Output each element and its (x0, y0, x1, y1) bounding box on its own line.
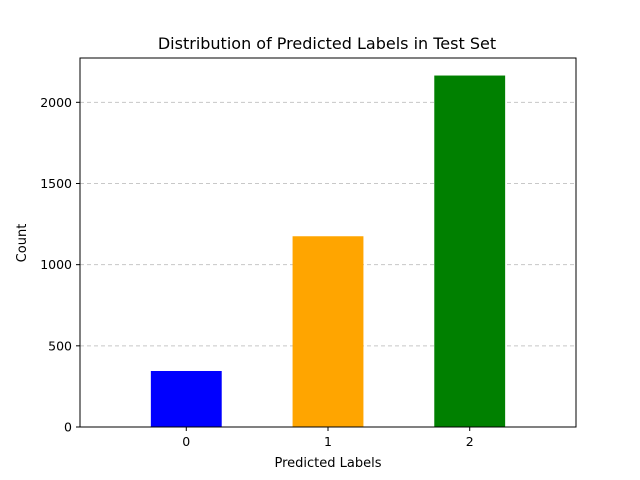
y-tick-label-1500: 1500 (40, 176, 72, 191)
bars (150, 75, 506, 427)
x-tick-label-0: 0 (182, 434, 190, 449)
x-axis-ticks: 0 1 2 (182, 427, 474, 449)
y-tick-label-500: 500 (48, 338, 72, 353)
chart-title: Distribution of Predicted Labels in Test… (158, 34, 496, 53)
y-tick-label-2000: 2000 (40, 95, 72, 110)
bar-2 (434, 75, 506, 427)
y-axis-label: Count (15, 224, 30, 263)
bar-0 (150, 370, 222, 427)
x-axis-label: Predicted Labels (274, 456, 381, 471)
y-tick-label-0: 0 (64, 420, 72, 435)
x-tick-label-1: 1 (324, 434, 332, 449)
x-tick-label-2: 2 (466, 434, 474, 449)
bar-1 (292, 236, 364, 427)
y-tick-label-1000: 1000 (40, 257, 72, 272)
y-axis-ticks: 0 500 1000 1500 2000 (40, 95, 80, 435)
